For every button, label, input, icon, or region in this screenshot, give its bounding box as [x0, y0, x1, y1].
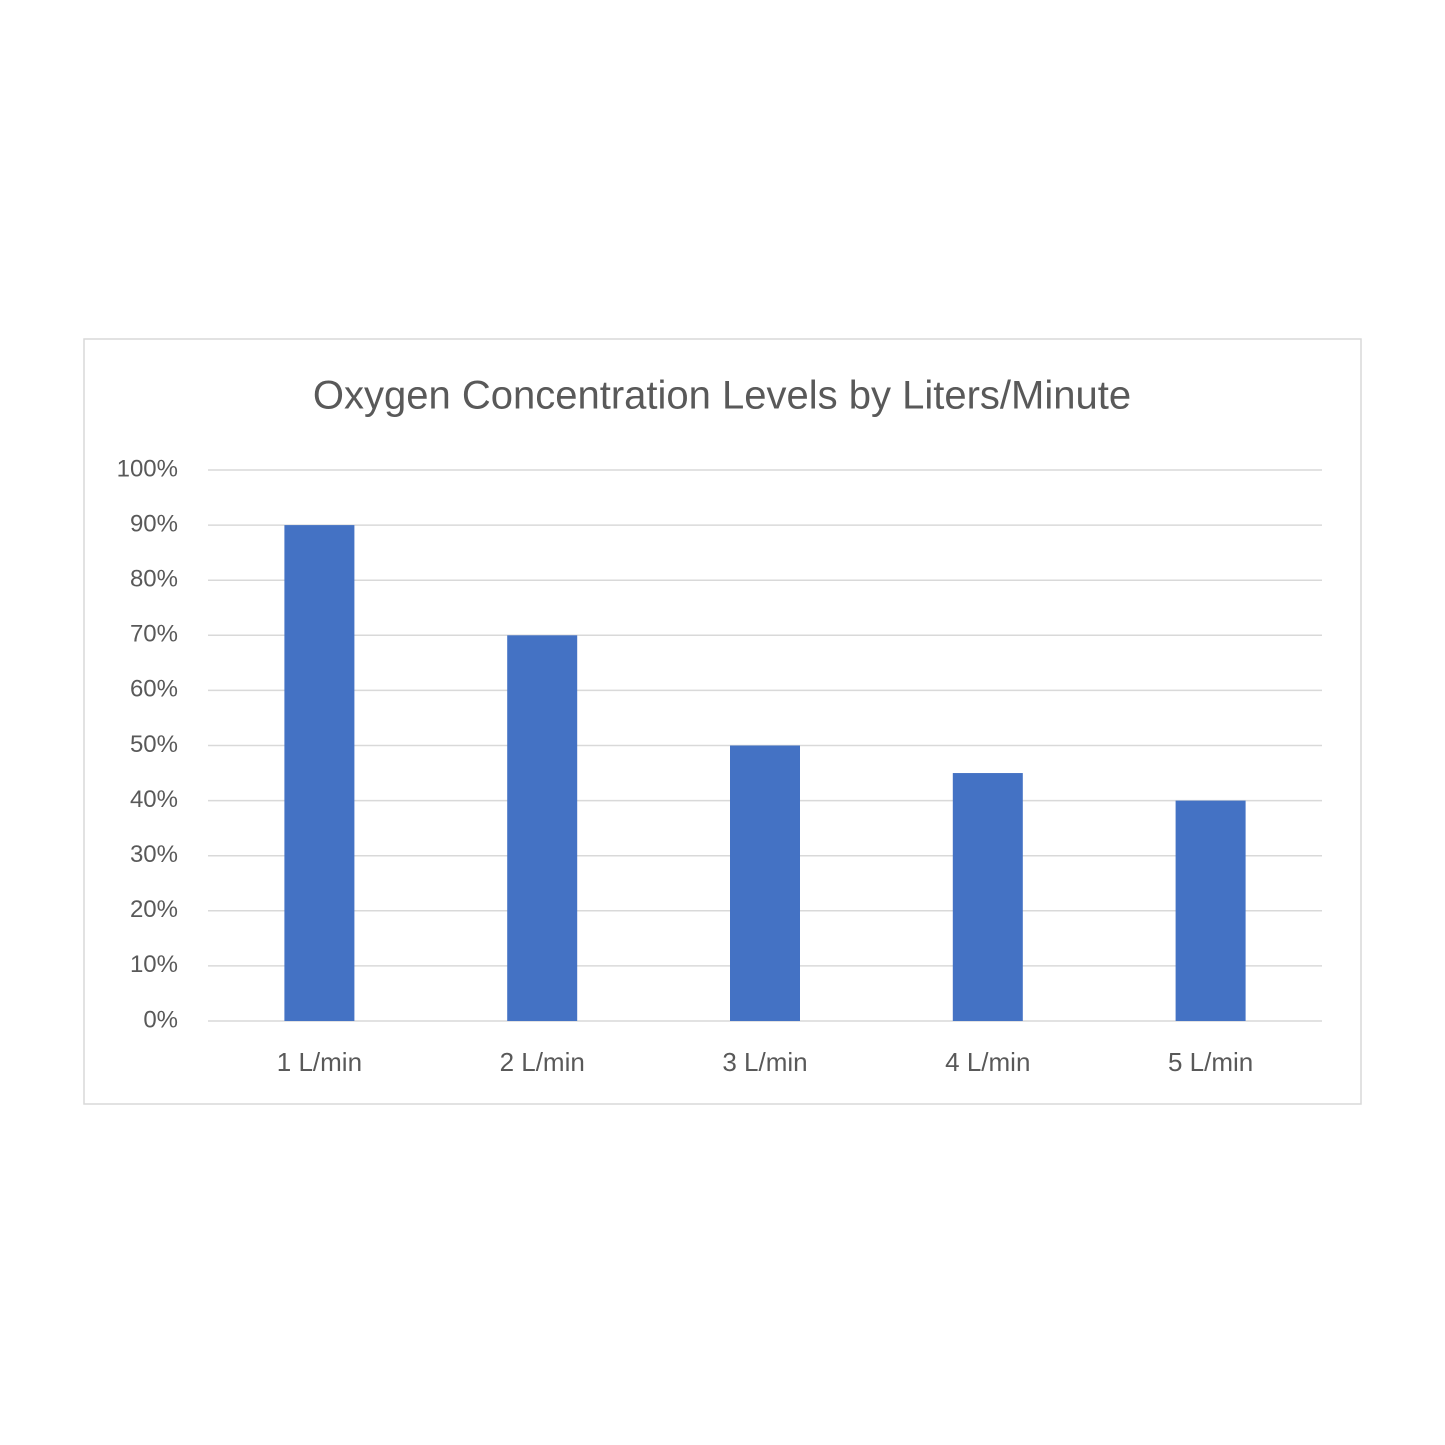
x-tick-label: 1 L/min	[277, 1047, 362, 1077]
bar	[952, 773, 1023, 1021]
chart-frame	[83, 338, 1362, 1105]
y-tick-label: 80%	[130, 566, 178, 593]
y-tick-label: 30%	[130, 841, 178, 868]
x-tick-label: 2 L/min	[500, 1047, 585, 1077]
y-tick-label: 40%	[130, 786, 178, 813]
chart-title: Oxygen Concentration Levels by Liters/Mi…	[313, 374, 1131, 418]
y-tick-label: 50%	[130, 731, 178, 758]
x-tick-label: 5 L/min	[1168, 1047, 1253, 1077]
bar	[284, 525, 355, 1021]
x-tick-label: 3 L/min	[722, 1047, 807, 1077]
bar	[730, 745, 800, 1021]
y-tick-label: 60%	[130, 676, 178, 703]
y-tick-label: 100%	[117, 455, 178, 482]
bar	[1175, 800, 1246, 1021]
y-tick-label: 90%	[130, 510, 178, 537]
bar	[507, 635, 578, 1021]
x-tick-label: 4 L/min	[945, 1047, 1030, 1077]
y-tick-label: 70%	[130, 621, 178, 648]
y-tick-label: 0%	[143, 1006, 178, 1033]
y-tick-label: 20%	[130, 896, 178, 923]
y-tick-label: 10%	[130, 951, 178, 978]
